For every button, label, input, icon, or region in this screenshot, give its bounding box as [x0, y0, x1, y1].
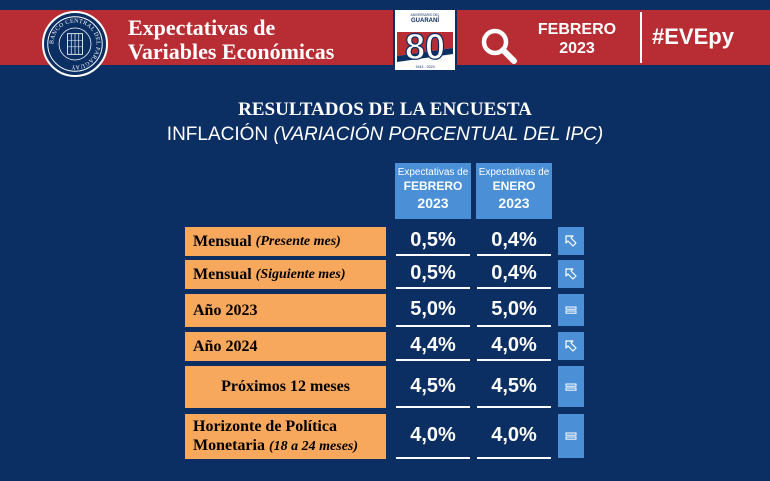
value-january: 5,0%: [477, 294, 551, 327]
column-year: 2023: [498, 195, 530, 211]
anniversary-logo: ANIVERSARIO DEL GUARANÍ 80 1943 - 2023: [395, 10, 455, 70]
section-subtitle: INFLACIÓN (VARIACIÓN PORCENTUAL DEL IPC): [0, 124, 770, 146]
up-arrow-icon: [565, 268, 577, 280]
value-february: 4,5%: [396, 366, 470, 408]
value-january: 4,5%: [477, 366, 551, 408]
search-icon: [478, 25, 520, 67]
column-month: FEBRERO: [403, 179, 463, 193]
svg-text:ANIVERSARIO DEL: ANIVERSARIO DEL: [411, 13, 440, 17]
trend-indicator: [558, 414, 584, 458]
equal-icon: [565, 306, 577, 314]
row-label: Próximos 12 meses: [185, 366, 386, 408]
period-month: FEBRERO: [537, 21, 617, 38]
brand-title-line1: Expectativas de: [128, 15, 276, 40]
subtitle-italic: (VARIACIÓN PORCENTUAL DEL IPC): [273, 124, 604, 145]
trend-indicator: [558, 332, 584, 360]
trend-indicator: [558, 227, 584, 255]
up-arrow-icon: [565, 340, 577, 352]
value-february: 0,5%: [396, 260, 470, 289]
period-year: 2023: [559, 40, 595, 57]
value-january: 4,0%: [477, 414, 551, 459]
trend-indicator: [558, 260, 584, 288]
column-header-january: Expectativas de ENERO 2023: [476, 163, 552, 219]
row-label: Mensual (Siguiente mes): [185, 260, 386, 289]
section-title: RESULTADOS DE LA ENCUESTA: [238, 99, 532, 120]
trend-indicator: [558, 366, 584, 407]
report-period: FEBRERO 2023: [528, 20, 626, 58]
value-january: 0,4%: [477, 260, 551, 289]
up-arrow-icon: [565, 235, 577, 247]
value-january: 4,0%: [477, 332, 551, 361]
svg-text:1943 - 2023: 1943 - 2023: [415, 65, 434, 69]
column-caption: Expectativas de: [397, 167, 469, 178]
header-divider: [640, 12, 642, 63]
value-february: 4,4%: [396, 332, 470, 361]
equal-icon: [565, 432, 577, 440]
row-label: Mensual (Presente mes): [185, 227, 386, 256]
bank-seal-logo: BANCO CENTRAL DEL PARAGUAY: [42, 11, 108, 77]
subtitle-main: INFLACIÓN: [166, 124, 269, 145]
brand-title-line2: Variables Económicas: [128, 39, 335, 64]
svg-text:80: 80: [405, 26, 445, 67]
value-february: 0,5%: [396, 227, 470, 256]
column-year: 2023: [417, 195, 449, 211]
value-february: 4,0%: [396, 414, 470, 459]
value-january: 0,4%: [477, 227, 551, 256]
row-label: Horizonte de Política Monetaria (18 a 24…: [185, 414, 386, 459]
trend-indicator: [558, 294, 584, 326]
row-label: Año 2024: [185, 332, 386, 361]
column-header-february: Expectativas de FEBRERO 2023: [395, 163, 471, 219]
column-month: ENERO: [492, 179, 536, 193]
value-february: 5,0%: [396, 294, 470, 327]
brand-title: Expectativas de Variables Económicas: [128, 16, 334, 64]
hashtag: #EVEpy: [652, 24, 734, 49]
header-banner: BANCO CENTRAL DEL PARAGUAY Expectativas …: [0, 0, 770, 77]
row-label: Año 2023: [185, 294, 386, 327]
column-caption: Expectativas de: [478, 167, 550, 178]
equal-icon: [565, 383, 577, 391]
svg-text:GUARANÍ: GUARANÍ: [411, 16, 439, 24]
